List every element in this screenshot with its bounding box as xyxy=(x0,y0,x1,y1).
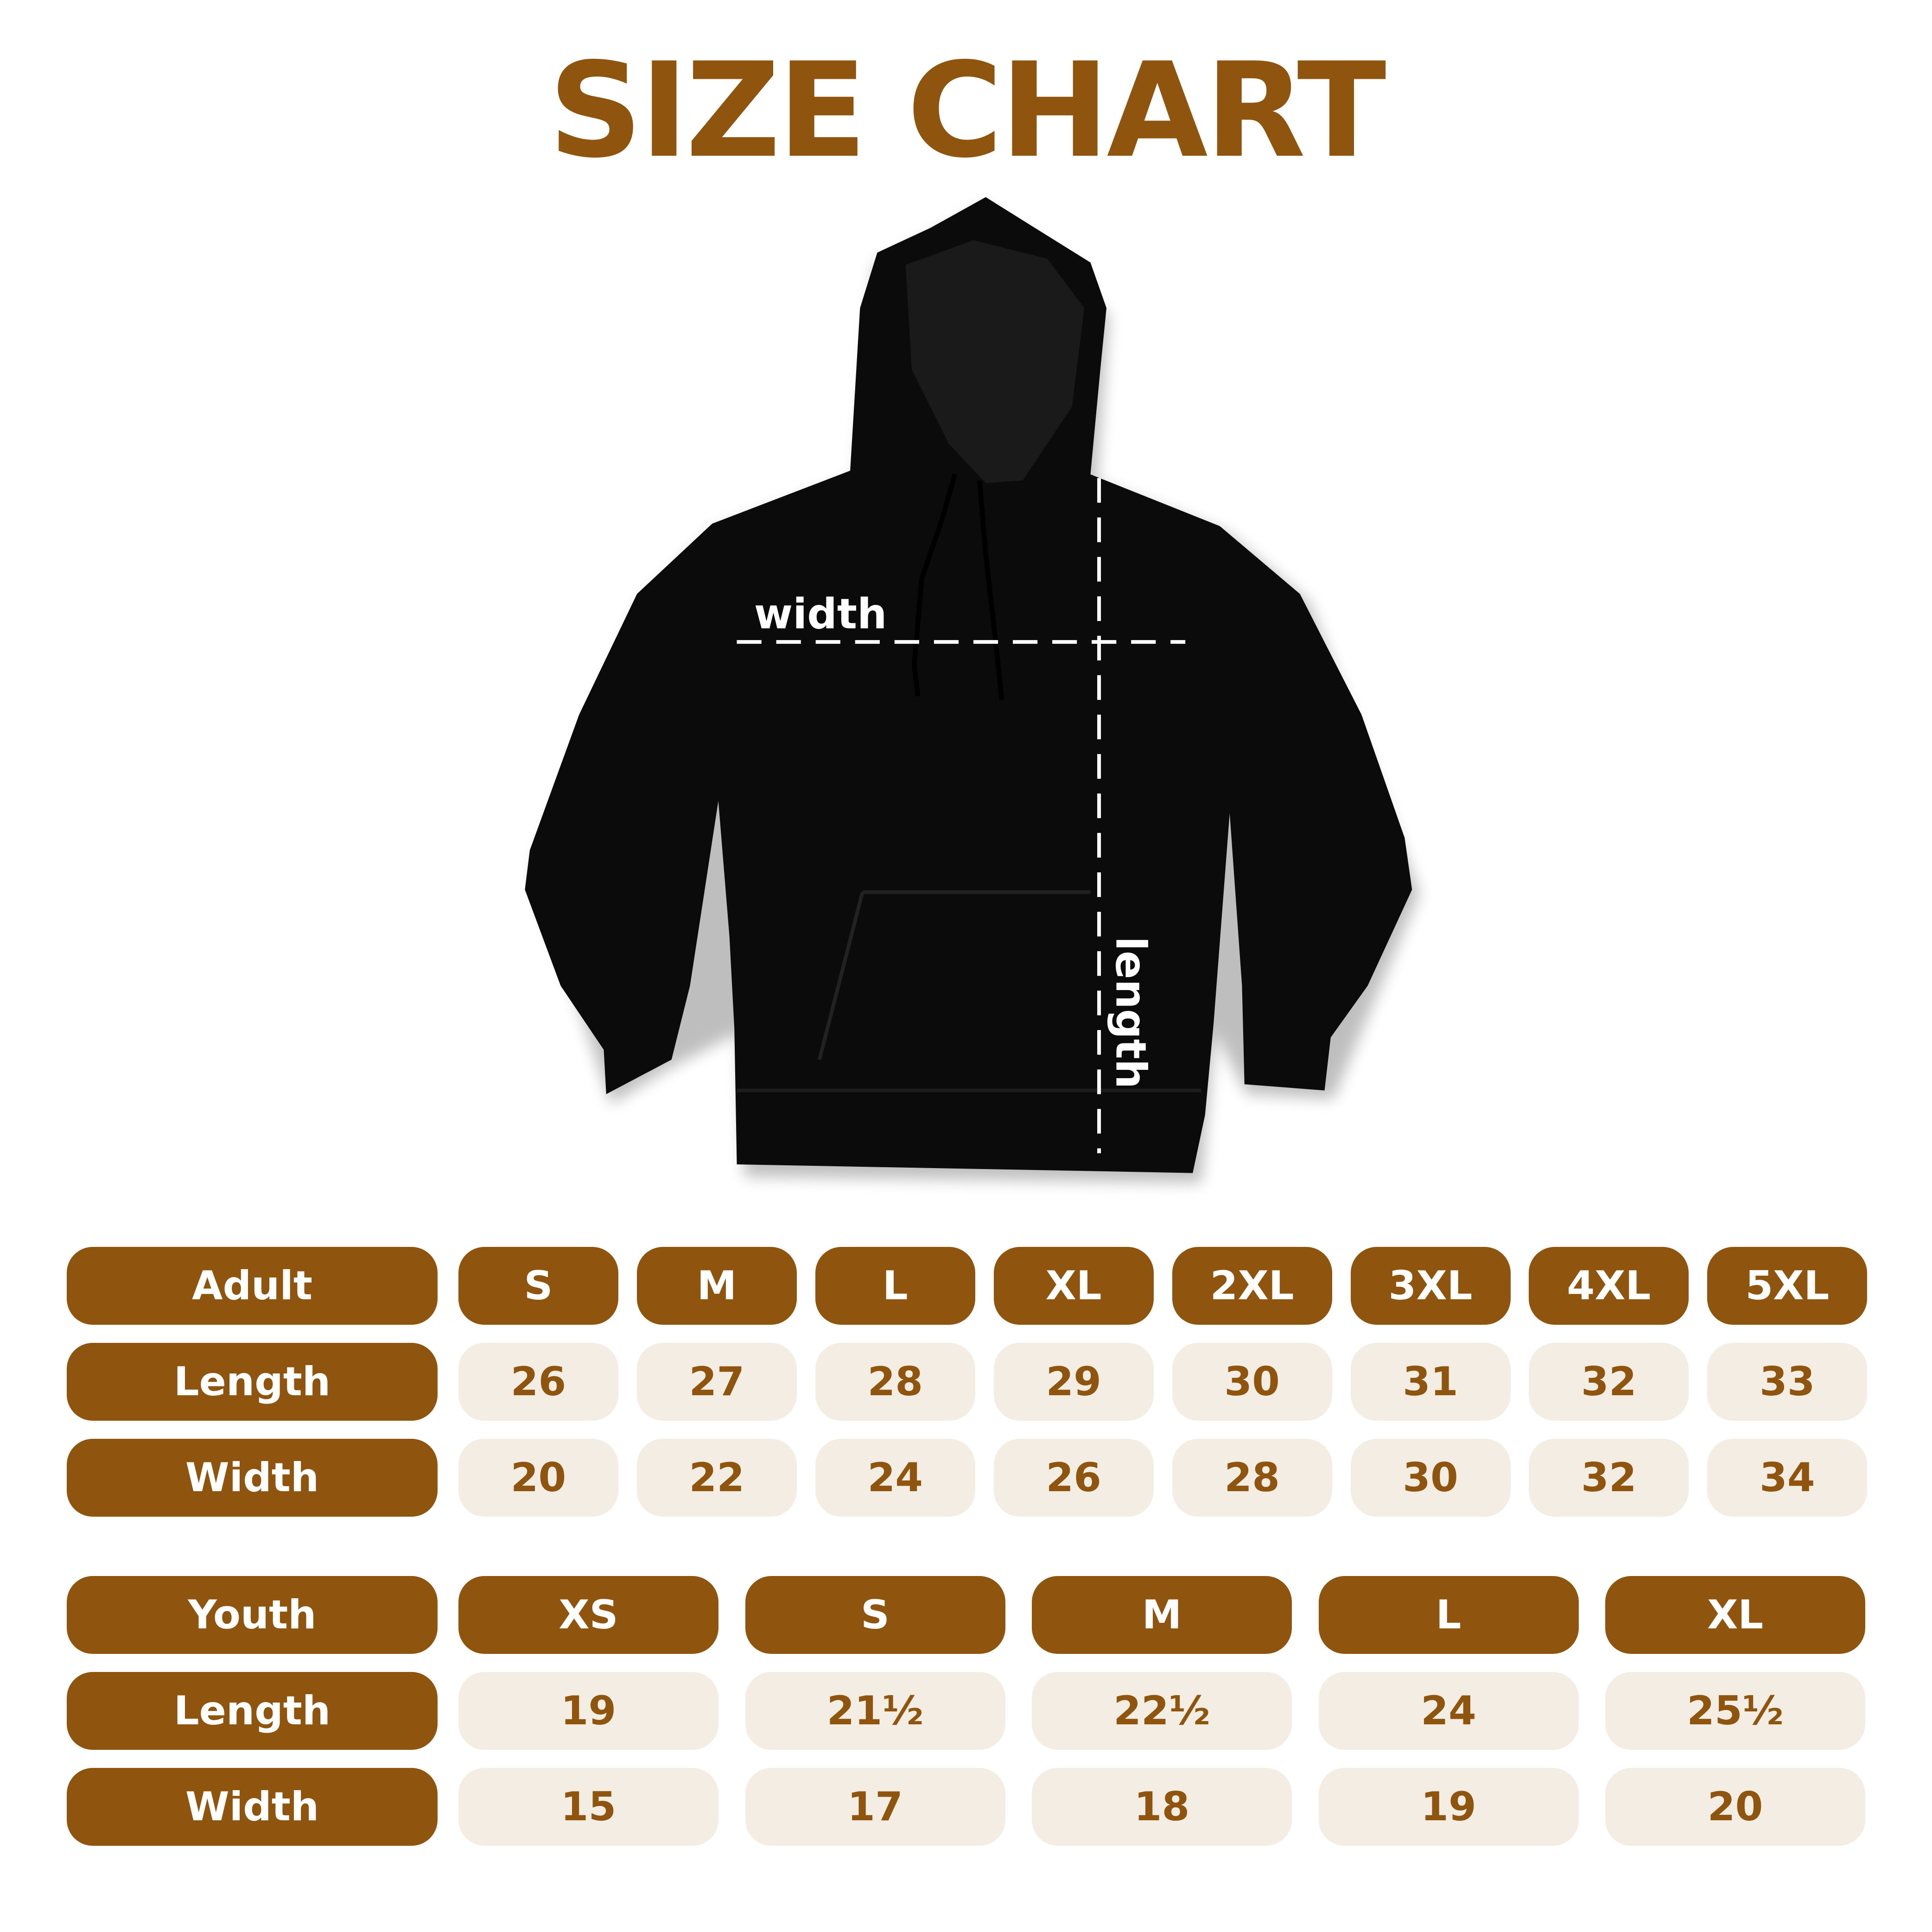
adult-width-4xl: 32 xyxy=(1529,1439,1689,1517)
adult-size-s: S xyxy=(458,1247,618,1325)
youth-row-label-length: Length xyxy=(67,1672,438,1750)
adult-size-xl: XL xyxy=(993,1247,1154,1325)
youth-length-xl: 25½ xyxy=(1605,1672,1865,1750)
adult-length-4xl: 32 xyxy=(1529,1343,1689,1421)
adult-size-3xl: 3XL xyxy=(1350,1247,1511,1325)
youth-size-m: M xyxy=(1032,1576,1292,1654)
youth-width-xl: 20 xyxy=(1605,1768,1865,1846)
adult-length-m: 27 xyxy=(636,1343,797,1421)
adult-length-2xl: 30 xyxy=(1172,1343,1332,1421)
youth-size-xl: XL xyxy=(1605,1576,1865,1654)
adult-size-5xl: 5XL xyxy=(1707,1247,1868,1325)
adult-width-2xl: 28 xyxy=(1172,1439,1332,1517)
youth-width-xs: 15 xyxy=(458,1768,718,1846)
length-label: length xyxy=(1106,936,1155,1089)
page-title: SIZE CHART xyxy=(548,34,1386,187)
drawstring-left xyxy=(912,473,958,697)
adult-width-5xl: 34 xyxy=(1707,1439,1868,1517)
adult-width-xl: 26 xyxy=(993,1439,1154,1517)
youth-size-xs: XS xyxy=(458,1576,718,1654)
adult-size-2xl: 2XL xyxy=(1172,1247,1332,1325)
width-label: width xyxy=(754,590,887,639)
adult-row-label-width: Width xyxy=(67,1439,438,1517)
drawstring-right xyxy=(977,480,1004,700)
youth-width-s: 17 xyxy=(745,1768,1005,1846)
adult-row-label-length: Length xyxy=(67,1343,438,1421)
adult-size-l: L xyxy=(815,1247,975,1325)
youth-length-s: 21½ xyxy=(745,1672,1005,1750)
youth-length-m: 22½ xyxy=(1032,1672,1292,1750)
hood-opening xyxy=(905,240,1085,483)
youth-width-l: 19 xyxy=(1318,1768,1579,1846)
youth-header-label: Youth xyxy=(67,1576,438,1654)
youth-length-xs: 19 xyxy=(458,1672,718,1750)
adult-length-xl: 29 xyxy=(993,1343,1154,1421)
adult-length-s: 26 xyxy=(458,1343,618,1421)
youth-row-label-width: Width xyxy=(67,1768,438,1846)
adult-size-m: M xyxy=(636,1247,797,1325)
adult-length-3xl: 31 xyxy=(1350,1343,1511,1421)
adult-width-3xl: 30 xyxy=(1350,1439,1511,1517)
adult-size-4xl: 4XL xyxy=(1529,1247,1689,1325)
pocket-line xyxy=(817,890,1091,1061)
adult-width-s: 20 xyxy=(458,1439,618,1517)
adult-width-m: 22 xyxy=(636,1439,797,1517)
adult-width-l: 24 xyxy=(815,1439,975,1517)
adult-header-label: Adult xyxy=(67,1247,438,1325)
adult-length-l: 28 xyxy=(815,1343,975,1421)
hoodie-body xyxy=(525,197,1412,1173)
youth-size-s: S xyxy=(745,1576,1005,1654)
youth-length-l: 24 xyxy=(1318,1672,1579,1750)
youth-size-l: L xyxy=(1318,1576,1579,1654)
adult-length-5xl: 33 xyxy=(1707,1343,1868,1421)
youth-width-m: 18 xyxy=(1032,1768,1292,1846)
